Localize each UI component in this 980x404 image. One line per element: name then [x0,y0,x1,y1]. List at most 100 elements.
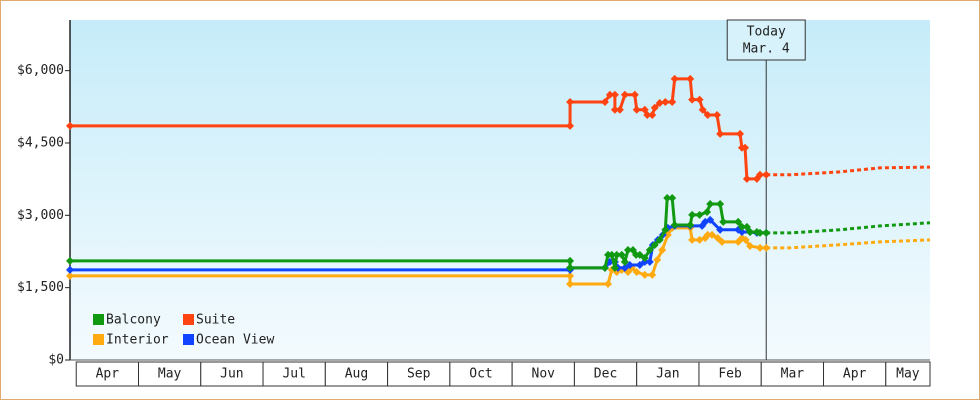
x-tick-label: Mar [781,367,805,382]
point [66,265,74,274]
point [635,260,644,269]
point [645,246,654,255]
legend-label: Suite [196,313,235,328]
point [719,217,728,226]
point [668,97,677,106]
point [635,250,644,259]
x-tick-label: Dec [594,367,617,382]
point [632,105,641,114]
point [643,111,652,120]
point [703,111,712,120]
point [741,143,750,152]
point [566,121,575,130]
legend-swatch [93,334,104,345]
point [600,263,609,272]
point [640,270,649,279]
point [688,95,697,104]
x-tick-label: Jul [282,367,305,382]
month-cell [75,361,140,387]
point [736,129,745,138]
point [746,241,755,250]
point [741,235,750,244]
point [718,237,727,246]
point [703,230,712,239]
point [625,260,634,269]
forecast-line [766,238,931,250]
point [703,207,712,216]
month-cell [636,361,700,387]
point [688,235,697,244]
point [566,280,575,289]
point [661,97,670,106]
point [610,105,619,114]
point [661,225,670,234]
point [668,193,677,202]
point [742,222,751,231]
today-label: Today [747,25,786,40]
point [746,227,755,236]
x-tick-label: Nov [532,367,556,382]
point [645,257,654,266]
point [762,228,771,237]
today-box [726,19,806,61]
point [610,263,619,272]
today-label: Mar. 4 [743,42,790,57]
point [566,271,575,280]
point [655,235,664,244]
point [698,105,707,114]
point [604,280,613,289]
point [755,228,764,237]
point [620,257,629,266]
month-cell [760,361,825,387]
x-tick-label: Aug [345,367,368,382]
point [620,90,629,99]
point [713,233,722,242]
point [716,129,725,138]
point [617,250,626,259]
point [612,250,621,259]
point [650,103,659,112]
month-cell [511,361,575,387]
y-tick-label: $6,000 [17,63,64,78]
x-tick-label: Jan [656,367,679,382]
point [605,90,614,99]
point [706,215,715,224]
point [648,270,657,279]
point [640,254,649,262]
y-tick-label: $0 [48,353,64,368]
point [66,121,74,130]
point [716,225,725,234]
plot-area [70,20,930,360]
point [695,210,704,219]
point [737,222,746,231]
point [737,227,746,236]
point [688,210,697,219]
point [670,74,679,83]
point [734,217,743,226]
month-cell [138,361,202,387]
point [650,240,659,249]
legend-label: Ocean View [196,333,274,348]
x-tick-label: Sep [407,367,431,382]
x-tick-label: Apr [843,367,867,382]
point [653,255,662,264]
point [610,90,619,99]
point [66,271,74,280]
month-cell [200,361,264,387]
x-tick-label: May [158,367,182,382]
forecast-line [766,165,931,177]
legend-swatch [93,314,104,325]
legend-label: Balcony [106,313,161,328]
point [686,220,695,229]
point [566,97,575,106]
y-tick-label: $1,500 [17,280,64,295]
point [66,256,74,265]
point [658,246,667,255]
point [755,170,764,179]
x-tick-label: May [896,367,920,382]
point [686,74,695,83]
x-tick-label: Feb [718,367,742,382]
x-tick-label: Oct [469,367,492,382]
